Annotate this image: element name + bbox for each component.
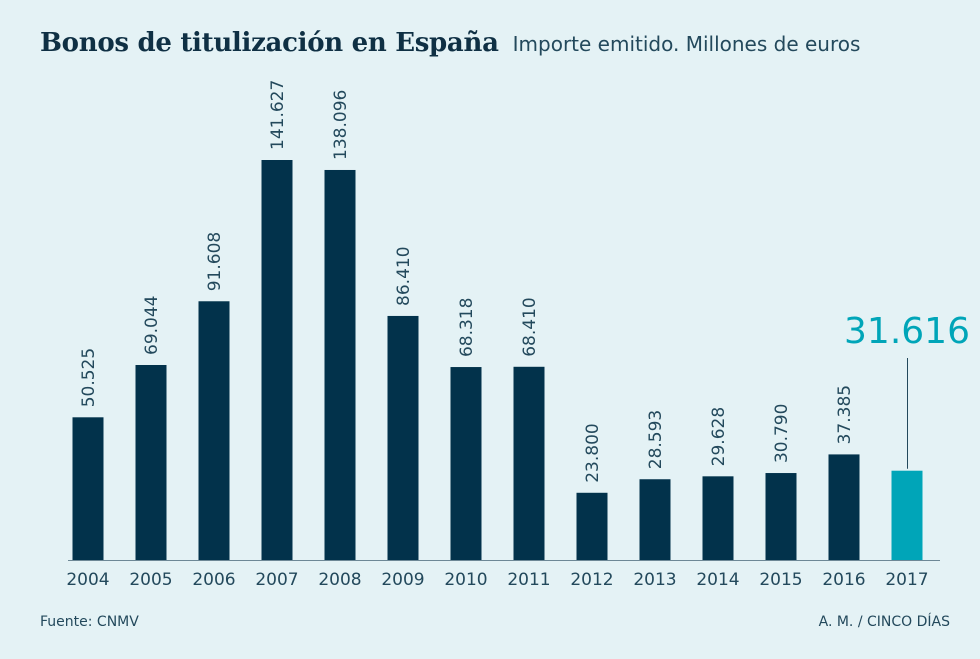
x-tick-label: 2006 bbox=[192, 570, 235, 590]
x-tick-label: 2015 bbox=[759, 570, 802, 590]
bar-value-label: 23.800 bbox=[583, 423, 603, 482]
x-tick-label: 2017 bbox=[885, 570, 928, 590]
bar-value-label: 138.096 bbox=[331, 90, 351, 160]
x-tick-label: 2009 bbox=[381, 570, 424, 590]
chart-title: Bonos de titulización en España bbox=[40, 28, 499, 58]
x-tick-label: 2005 bbox=[129, 570, 172, 590]
highlight-value-label: 31.616 bbox=[844, 311, 970, 352]
bar-value-label: 28.593 bbox=[646, 410, 666, 469]
bar-value-label: 50.525 bbox=[79, 348, 99, 407]
x-tick-label: 2016 bbox=[822, 570, 865, 590]
x-tick-label: 2012 bbox=[570, 570, 613, 590]
bar-value-label: 68.410 bbox=[520, 297, 540, 356]
bar-value-label: 29.628 bbox=[709, 407, 729, 466]
bar-2006 bbox=[198, 301, 230, 560]
x-tick-label: 2014 bbox=[696, 570, 739, 590]
bar-value-label: 37.385 bbox=[835, 385, 855, 444]
x-tick-label: 2007 bbox=[255, 570, 298, 590]
bar-2016 bbox=[828, 454, 860, 560]
bar-2005 bbox=[135, 364, 167, 560]
bar-value-label: 68.318 bbox=[457, 298, 477, 357]
x-tick-label: 2004 bbox=[66, 570, 109, 590]
bar-2017 bbox=[891, 470, 923, 560]
bar-value-label: 91.608 bbox=[205, 232, 225, 291]
bar-value-label: 30.790 bbox=[772, 404, 792, 463]
x-tick-label: 2013 bbox=[633, 570, 676, 590]
x-tick-label: 2011 bbox=[507, 570, 550, 590]
chart-header: Bonos de titulización en España Importe … bbox=[40, 28, 960, 58]
bar-2013 bbox=[639, 479, 671, 560]
x-tick-label: 2010 bbox=[444, 570, 487, 590]
bar-2004 bbox=[72, 417, 104, 560]
x-tick-label: 2008 bbox=[318, 570, 361, 590]
bar-2012 bbox=[576, 492, 608, 560]
bar-2007 bbox=[261, 160, 293, 560]
bar-2014 bbox=[702, 476, 734, 560]
credit-note: A. M. / CINCO DÍAS bbox=[818, 614, 950, 630]
bar-value-label: 86.410 bbox=[394, 246, 414, 305]
bar-2011 bbox=[513, 366, 545, 560]
chart-subtitle: Importe emitido. Millones de euros bbox=[512, 32, 861, 56]
bar-2009 bbox=[387, 315, 419, 560]
bar-2010 bbox=[450, 367, 482, 560]
bar-value-label: 141.627 bbox=[268, 80, 288, 150]
source-note: Fuente: CNMV bbox=[40, 614, 139, 630]
bar-2015 bbox=[765, 473, 797, 560]
bar-2008 bbox=[324, 169, 356, 561]
bar-value-label: 69.044 bbox=[142, 296, 162, 355]
